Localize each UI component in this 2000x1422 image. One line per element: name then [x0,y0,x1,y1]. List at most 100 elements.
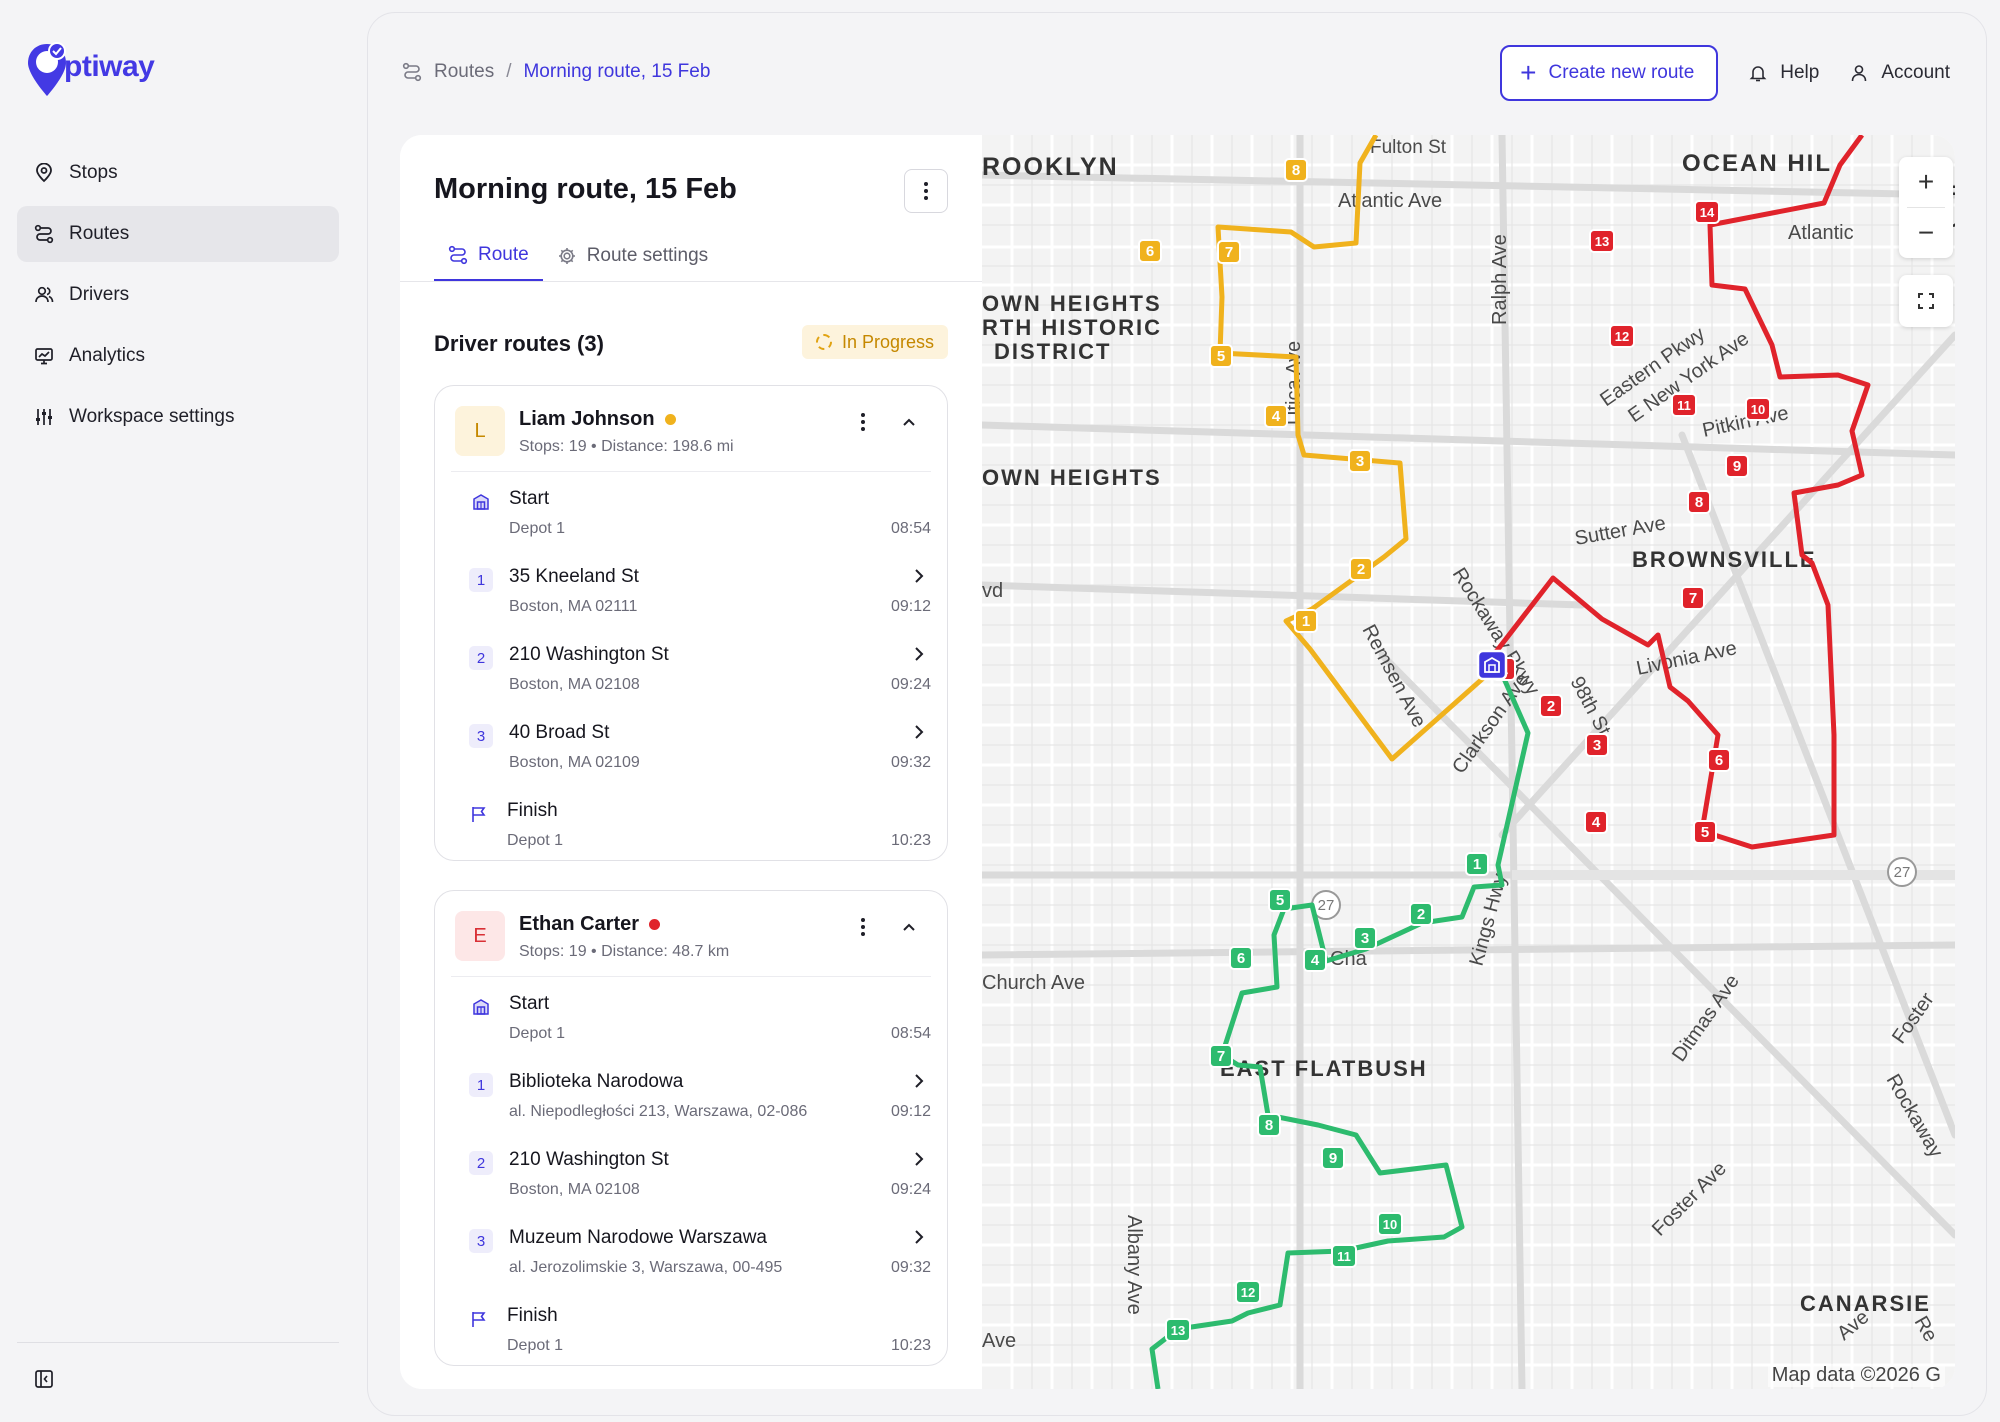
driver-more-button[interactable] [853,410,873,434]
chevron-right-icon [915,1230,924,1244]
route-map[interactable]: ROOKLYN OCEAN HIL BR JU OWN HEIGHTS RTH … [982,135,1955,1389]
route-stop-marker[interactable]: 7 [1217,240,1241,264]
depot-marker[interactable] [1476,649,1508,681]
tab-label: Route settings [586,245,709,266]
route-stop-marker[interactable]: 1 [1465,852,1489,876]
stop-address: Depot 1 [509,1025,566,1042]
stop-item[interactable]: 3 40 Broad St Boston, MA 02109 09:32 [451,706,931,784]
chevron-right-icon [915,1074,924,1088]
map-canvas[interactable]: ROOKLYN OCEAN HIL BR JU OWN HEIGHTS RTH … [982,135,1955,1389]
route-icon [402,62,422,82]
map-label: OWN HEIGHTS [982,291,1162,316]
stop-marker-number: 9 [1733,458,1741,475]
route-stop-marker[interactable]: 13 [1165,1318,1191,1342]
tab-route[interactable]: Route [434,231,543,281]
route-stop-marker[interactable]: 1 [1294,609,1318,633]
route-stop-marker[interactable]: 6 [1138,239,1162,263]
route-stop-marker[interactable]: 11 [1331,1244,1357,1268]
avatar-initial: E [473,924,487,947]
flag-icon [467,802,491,826]
route-stop-marker[interactable]: 2 [1349,557,1373,581]
tab-route-settings[interactable]: Route settings [543,231,722,281]
sidebar-item-stops[interactable]: Stops [17,145,339,201]
route-stop-marker[interactable]: 6 [1229,946,1253,970]
driver-header[interactable]: L Liam Johnson Stops: 19 • Distance: 198… [451,386,931,472]
route-stop-marker[interactable]: 4 [1584,810,1608,834]
chevron-right-icon [915,725,924,739]
sidebar-collapse-button[interactable] [34,1369,54,1389]
sidebar-item-drivers[interactable]: Drivers [17,267,339,323]
route-stop-marker[interactable]: 7 [1209,1044,1233,1068]
flag-icon [467,1307,491,1331]
route-stop-marker[interactable]: 10 [1377,1212,1403,1236]
route-stop-marker[interactable]: 8 [1257,1113,1281,1137]
route-more-button[interactable] [904,169,948,213]
more-vertical-icon [861,413,865,431]
route-stop-marker[interactable]: 6 [1707,748,1731,772]
stop-marker-number: 3 [1593,737,1601,754]
route-stop-marker[interactable]: 3 [1348,449,1372,473]
route-stop-marker[interactable]: 2 [1409,902,1433,926]
route-stop-marker[interactable]: 3 [1585,733,1609,757]
route-stop-marker[interactable]: 8 [1284,158,1308,182]
driver-collapse-button[interactable] [897,410,921,434]
map-label: ROOKLYN [982,153,1119,181]
breadcrumb-routes-link[interactable]: Routes [434,61,495,82]
route-stop-marker[interactable]: 5 [1693,820,1717,844]
zoom-out-button[interactable]: − [1917,217,1935,248]
route-stop-marker[interactable]: 5 [1209,344,1233,368]
create-new-route-button[interactable]: + Create new route [1500,45,1719,101]
route-stop-marker[interactable]: 5 [1268,888,1292,912]
driver-header[interactable]: E Ethan Carter Stops: 19 • Distance: 48.… [451,891,931,977]
stop-time: 09:12 [890,598,931,615]
fullscreen-control [1899,275,1953,327]
help-button[interactable]: Help [1748,62,1819,84]
stop-marker-number: 3 [1356,453,1364,470]
driver-collapse-button[interactable] [897,915,921,939]
main-frame: Routes / Morning route, 15 Feb + Create … [367,12,1987,1416]
account-button[interactable]: Account [1849,62,1950,84]
logo[interactable]: ptiway [26,42,155,98]
route-stop-marker[interactable]: 4 [1264,404,1288,428]
stop-item[interactable]: 2 210 Washington St Boston, MA 02108 09:… [451,628,931,706]
route-stop-marker[interactable]: 12 [1609,324,1635,348]
route-stop-marker[interactable]: 4 [1303,948,1327,972]
route-stop-marker[interactable]: 3 [1353,926,1377,950]
route-stop-marker[interactable]: 10 [1745,397,1771,421]
driver-more-button[interactable] [853,915,873,939]
route-stop-marker[interactable]: 14 [1694,200,1720,224]
map-label: OCEAN HIL [1682,150,1832,177]
zoom-in-button[interactable]: + [1917,166,1935,197]
stop-item[interactable]: 1 35 Kneeland St Boston, MA 02111 09:12 [451,550,931,628]
sidebar-item-workspace-settings[interactable]: Workspace settings [17,389,339,445]
stop-name: 35 Kneeland St [509,566,639,587]
stop-marker-number: 1 [1473,856,1481,873]
stop-address: Depot 1 [507,1337,564,1354]
route-stop-marker[interactable]: 12 [1235,1280,1261,1304]
route-stop-marker[interactable]: 9 [1725,454,1749,478]
route-stop-marker[interactable]: 8 [1687,490,1711,514]
stop-time: 09:32 [890,1259,931,1276]
stop-address: al. Jerozolimskie 3, Warszawa, 00-495 [509,1259,783,1276]
route-stop-marker[interactable]: 13 [1589,229,1615,253]
stop-marker-number: 8 [1695,494,1703,511]
stop-marker-number: 10 [1383,1217,1397,1232]
route-stop-marker[interactable]: 11 [1671,393,1697,417]
sidebar-item-label: Workspace settings [69,406,235,427]
sidebar-item-analytics[interactable]: Analytics [17,328,339,384]
stop-item[interactable]: 2 210 Washington St Boston, MA 02108 09:… [451,1133,931,1211]
fullscreen-icon[interactable] [1917,292,1935,310]
sidebar-item-label: Routes [69,223,130,244]
stop-marker-number: 10 [1751,402,1765,417]
route-stop-marker[interactable]: 9 [1321,1146,1345,1170]
route-stop-marker[interactable]: 7 [1681,586,1705,610]
stop-marker-number: 5 [1276,892,1284,909]
stop-item[interactable]: 3 Muzeum Narodowe Warszawa al. Jerozolim… [451,1211,931,1289]
breadcrumb-current[interactable]: Morning route, 15 Feb [523,61,711,82]
orange-stop-markers: 1 2 3 4 5 6 7 8 [1138,158,1373,633]
stop-marker-number: 14 [1700,205,1715,220]
stop-item[interactable]: 1 Biblioteka Narodowa al. Niepodległości… [451,1055,931,1133]
sidebar-item-routes[interactable]: Routes [17,206,339,262]
route-stop-marker[interactable]: 2 [1539,694,1563,718]
chevron-up-icon [903,923,915,931]
